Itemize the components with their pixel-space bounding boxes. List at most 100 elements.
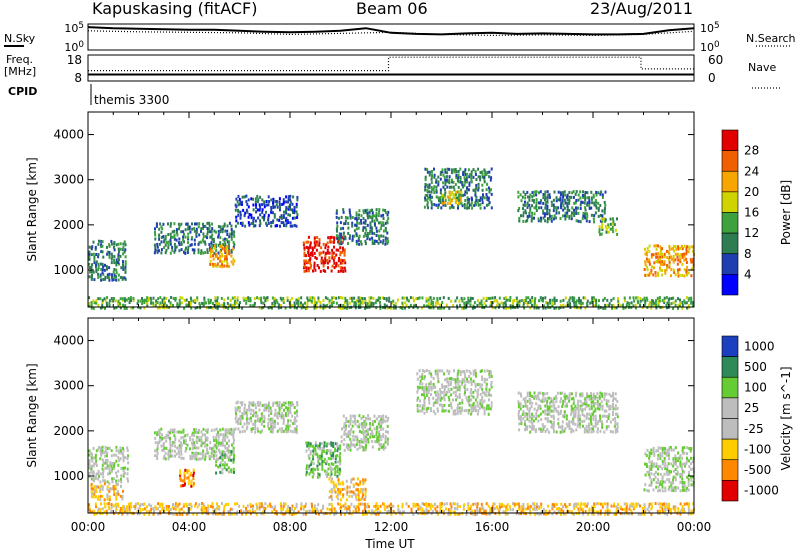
power-panel-pixel bbox=[156, 245, 159, 249]
velocity-panel-pixel bbox=[308, 456, 311, 460]
velocity-panel-pixel bbox=[179, 469, 182, 473]
power-panel-pixel bbox=[623, 296, 626, 300]
power-panel-pixel bbox=[230, 254, 233, 258]
power-panel-pixel bbox=[657, 273, 660, 277]
velocity-panel-pixel bbox=[659, 482, 661, 486]
velocity-panel-pixel bbox=[362, 427, 365, 431]
power-panel-pixel bbox=[533, 190, 536, 194]
velocity-panel-pixel bbox=[337, 480, 340, 484]
power-panel-pixel bbox=[592, 217, 595, 221]
power-panel-pixel bbox=[305, 269, 308, 273]
power-panel-pixel bbox=[470, 173, 473, 177]
velocity-panel-pixel bbox=[657, 485, 660, 489]
power-panel-pixel bbox=[385, 298, 388, 302]
velocity-panel-pixel bbox=[332, 462, 335, 466]
velocity-panel-pixel bbox=[664, 462, 667, 466]
power-panel-pixel bbox=[282, 216, 285, 220]
velocity-panel-pixel bbox=[585, 400, 588, 404]
velocity-panel-pixel bbox=[191, 441, 193, 445]
velocity-panel-pixel bbox=[447, 387, 450, 391]
power-panel-pixel bbox=[590, 213, 593, 217]
velocity-panel-pixel bbox=[115, 445, 118, 449]
power-panel-pixel bbox=[267, 306, 270, 310]
velocity-panel-pixel bbox=[598, 396, 601, 400]
velocity-panel-pixel bbox=[339, 469, 342, 473]
velocity-panel-pixel bbox=[349, 432, 352, 436]
velocity-panel-pixel bbox=[583, 402, 586, 406]
power-panel-pixel bbox=[111, 275, 113, 279]
power-panel-pixel bbox=[181, 296, 184, 300]
power-panel-pixel bbox=[469, 299, 472, 303]
velocity-panel-pixel bbox=[464, 383, 467, 387]
power-panel-pixel bbox=[480, 299, 483, 303]
power-panel-pixel bbox=[336, 224, 339, 228]
power-panel-pixel bbox=[206, 230, 209, 234]
power-panel-pixel bbox=[476, 299, 479, 303]
power-panel-pixel bbox=[146, 303, 149, 307]
power-panel-pixel bbox=[566, 301, 569, 305]
power-panel-pixel bbox=[385, 239, 387, 243]
power-panel-pixel bbox=[196, 298, 199, 302]
velocity-panel-pixel bbox=[416, 377, 419, 381]
power-panel-pixel bbox=[692, 249, 694, 253]
power-panel-pixel bbox=[237, 203, 240, 207]
power-panel-pixel bbox=[690, 274, 693, 278]
velocity-panel-pixel bbox=[314, 447, 317, 451]
power-panel-pixel bbox=[225, 252, 228, 256]
velocity-panel-pixel bbox=[416, 385, 419, 389]
power-panel-pixel bbox=[655, 306, 658, 310]
velocity-panel-pixel bbox=[90, 467, 93, 471]
velocity-panel-pixel bbox=[223, 444, 226, 448]
velocity-panel-pixel bbox=[225, 428, 228, 432]
power-panel-pixel bbox=[593, 214, 596, 217]
velocity-panel-pixel bbox=[645, 454, 648, 458]
power-panel-pixel bbox=[200, 227, 203, 231]
velocity-panel-pixel bbox=[118, 458, 121, 462]
power-panel-pixel bbox=[353, 301, 356, 304]
velocity-panel-pixel bbox=[322, 512, 325, 516]
velocity-panel-pixel bbox=[588, 428, 591, 431]
velocity-panel-pixel bbox=[113, 462, 116, 466]
power-panel-pixel bbox=[575, 303, 578, 307]
velocity-panel-pixel bbox=[228, 470, 230, 474]
velocity-panel-pixel bbox=[359, 490, 362, 494]
power-panel-pixel bbox=[202, 222, 204, 226]
velocity-panel-pixel bbox=[648, 451, 651, 455]
velocity-panel-pixel bbox=[128, 509, 131, 513]
velocity-panel-pixel bbox=[328, 490, 331, 494]
velocity-panel-pixel bbox=[650, 462, 653, 466]
power-panel-pixel bbox=[155, 222, 158, 226]
velocity-panel-pixel bbox=[128, 502, 130, 506]
velocity-panel-pixel bbox=[648, 454, 651, 458]
power-panel-pixel bbox=[683, 254, 686, 258]
velocity-panel-pixel bbox=[241, 401, 244, 405]
power-panel-pixel bbox=[658, 296, 661, 300]
velocity-panel-pixel bbox=[428, 371, 431, 375]
power-panel-pixel bbox=[346, 304, 349, 308]
power-panel-pixel bbox=[527, 296, 530, 300]
velocity-panel-pixel bbox=[520, 394, 523, 398]
power-panel-pixel bbox=[543, 214, 546, 218]
power-panel-pixel bbox=[681, 304, 684, 307]
velocity-panel-pixel bbox=[581, 402, 584, 406]
velocity-panel-pixel bbox=[524, 412, 527, 416]
power-panel-pixel bbox=[654, 274, 657, 278]
power-panel-pixel bbox=[214, 296, 217, 300]
power-panel-pixel bbox=[277, 306, 280, 310]
velocity-panel-pixel bbox=[518, 410, 520, 413]
velocity-panel-pixel bbox=[317, 503, 320, 507]
power-panel-pixel bbox=[371, 241, 374, 245]
power-panel-pixel bbox=[247, 296, 250, 300]
power-panel-pixel bbox=[227, 296, 230, 300]
velocity-panel-pixel bbox=[674, 476, 677, 480]
velocity-panel-pixel bbox=[534, 430, 537, 434]
velocity-panel-pixel bbox=[236, 400, 239, 404]
power-panel-pixel bbox=[670, 297, 673, 300]
power-panel-pixel bbox=[342, 210, 345, 214]
power-panel-pixel bbox=[318, 266, 320, 270]
power-panel-pixel bbox=[442, 173, 445, 177]
power-panel-pixel bbox=[481, 172, 484, 176]
power-panel-pixel bbox=[315, 248, 318, 252]
power-panel-pixel bbox=[672, 247, 675, 251]
velocity-panel-pixel bbox=[249, 504, 252, 508]
